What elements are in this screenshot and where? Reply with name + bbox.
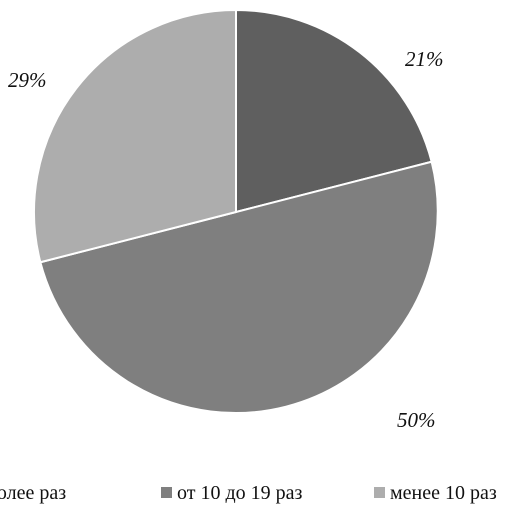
legend-label-2: от 10 до 19 раз bbox=[177, 482, 303, 504]
legend-item-2: от 10 до 19 раз bbox=[161, 482, 303, 504]
pie-slice-3 bbox=[33, 8, 237, 264]
legend-label-3: менее 10 раз bbox=[390, 482, 497, 504]
legend-item-1: 20 и более раз bbox=[0, 482, 66, 504]
pie-slices bbox=[33, 8, 439, 414]
pie-slice-1 bbox=[235, 8, 433, 214]
pie-value-label-3: 29% bbox=[8, 68, 47, 92]
legend: 20 и более раз от 10 до 19 раз менее 10 ра… bbox=[0, 482, 497, 504]
pie-value-labels: 21% 50% 29% bbox=[8, 47, 444, 432]
pie-slice-2 bbox=[39, 160, 439, 414]
pie-value-label-1: 21% bbox=[405, 47, 444, 71]
legend-swatch-2 bbox=[161, 487, 172, 498]
pie-value-label-2: 50% bbox=[397, 408, 436, 432]
legend-label-1: 20 и более раз bbox=[0, 482, 66, 504]
legend-item-3: менее 10 раз bbox=[374, 482, 497, 504]
legend-swatch-3 bbox=[374, 487, 385, 498]
